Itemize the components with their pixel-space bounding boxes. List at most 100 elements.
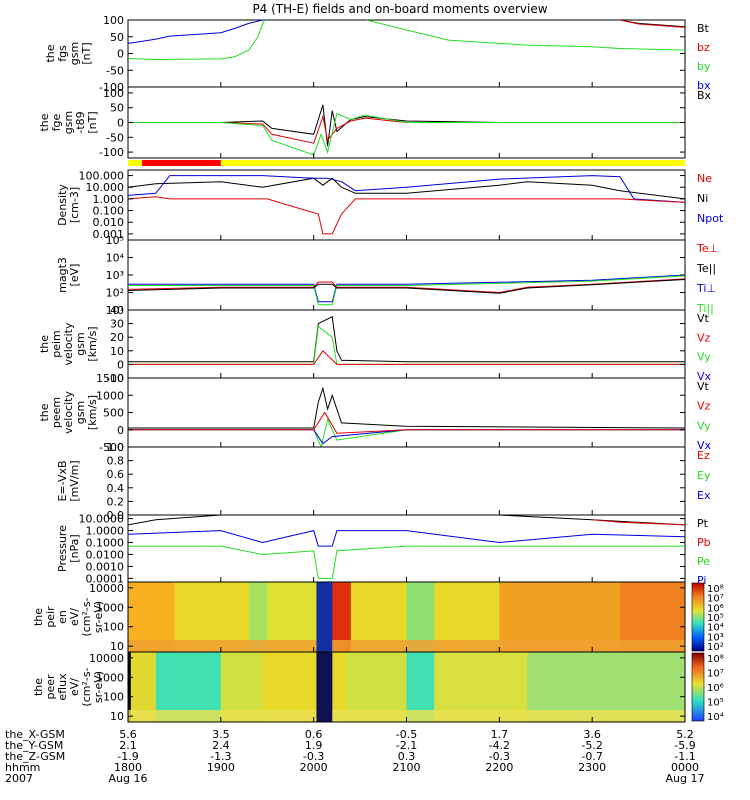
axis-value: -0.3 — [489, 750, 510, 763]
y-tick-label: -100 — [99, 81, 124, 94]
y-axis-label: velocity — [62, 322, 75, 365]
y-tick-label: 0 — [117, 358, 124, 371]
heat-band — [332, 652, 347, 722]
legend-pb: Pb — [697, 536, 711, 549]
y-axis-label: the — [44, 44, 57, 62]
legend-te: Te|| — [696, 262, 716, 275]
series-Te_par — [128, 279, 685, 294]
y-tick-label: 100 — [103, 14, 124, 27]
series-by_late — [366, 20, 685, 51]
y-tick-label: 10 — [110, 710, 124, 723]
y-tick-label: 1000 — [96, 601, 124, 614]
axis-value: 2100 — [393, 761, 421, 774]
y-tick-label: 100 — [103, 87, 124, 100]
series-Ti — [128, 274, 685, 303]
axis-value: -1.3 — [210, 750, 231, 763]
heatmap-peir — [128, 582, 685, 652]
axis-value: 3.5 — [212, 728, 230, 741]
colorbar-tick-label: 10⁸ — [707, 654, 724, 665]
y-tick-label: 1.0 — [107, 441, 125, 454]
axis-value: 1.7 — [491, 728, 509, 741]
series-group — [128, 175, 685, 235]
y-axis-label: E=-VxB — [56, 460, 69, 501]
mode-bar-red — [141, 160, 221, 166]
y-tick-label: 1.0000 — [86, 525, 125, 538]
series-Te — [128, 278, 685, 294]
y-axis-label: the — [38, 403, 51, 421]
legend-bx: Bx — [697, 89, 712, 102]
legend-pt: Pt — [697, 517, 709, 530]
y-axis-label: peim — [50, 330, 63, 358]
colorbar-tick-label: 10³ — [707, 632, 724, 643]
y-tick-label: 500 — [103, 407, 124, 420]
y-tick-label: 1.000 — [93, 193, 125, 206]
panel-frame — [127, 239, 686, 311]
y-tick-label: 0.6 — [107, 468, 125, 481]
y-tick-label: 30 — [110, 318, 124, 331]
legend-vt: Vt — [697, 380, 710, 393]
y-axis-label: (cm²-s- — [80, 667, 93, 706]
y-axis-label: [cm-3] — [68, 187, 81, 223]
axis-row-label: the_Z-GSM — [5, 750, 65, 763]
panel-frame — [127, 19, 686, 88]
y-tick-label: 100.000 — [79, 170, 125, 183]
y-tick-label: 10000 — [89, 652, 124, 665]
legend-vt: Vt — [697, 312, 710, 325]
heat-gap — [316, 582, 333, 652]
series-bx — [128, 20, 266, 44]
y-tick-label: 0.010 — [93, 216, 125, 229]
panel-density: Ne Ni Npot 100.00010.0001.0000.1000.0100.00… — [56, 169, 724, 241]
y-axis-label: eV/ — [68, 608, 81, 626]
y-tick-label: 0 — [117, 48, 124, 61]
y-axis-label: [nPa] — [68, 534, 81, 562]
axis-value: -4.2 — [489, 739, 510, 752]
colorbar-tick-label: 10⁸ — [707, 584, 724, 595]
y-tick-label: 100 — [103, 621, 124, 634]
series-bz_late — [619, 20, 685, 28]
y-tick-label: -100 — [99, 146, 124, 159]
y-axis-label: sr-eV) — [92, 601, 105, 633]
y-axis-label: fge — [50, 113, 63, 131]
axis-row-label: hhmm — [5, 761, 40, 774]
y-tick-label: 10⁴ — [106, 252, 125, 265]
y-tick-label: -500 — [99, 441, 124, 454]
axis-value: 0.6 — [305, 728, 323, 741]
y-axis-label: peer — [44, 674, 57, 700]
panel-frame — [127, 377, 686, 448]
legend-vz: Vz — [697, 331, 711, 344]
axis-row-label: 2007 — [5, 772, 33, 785]
axis-value: -5.2 — [581, 739, 602, 752]
y-axis-label: eflux — [56, 673, 69, 701]
series-Pi — [128, 530, 685, 547]
y-tick-label: 40 — [110, 304, 124, 317]
y-tick-label: 10 — [110, 640, 124, 653]
legend-ti: Ti⊥ — [696, 282, 716, 295]
y-axis-label: en — [56, 610, 69, 624]
y-tick-label: 10.0000 — [79, 513, 125, 526]
y-tick-label: 100 — [103, 691, 124, 704]
y-tick-label: 0.0010 — [86, 560, 125, 573]
axis-value: 2.4 — [212, 739, 230, 752]
series-Vz — [128, 411, 685, 434]
panel-frame — [127, 309, 686, 379]
y-tick-label: 1500 — [96, 372, 124, 385]
y-axis-label: the — [32, 678, 45, 696]
y-tick-label: 0.1000 — [86, 537, 125, 550]
heat-low-band — [128, 640, 685, 652]
y-tick-label: 0.4 — [107, 482, 125, 495]
panel-fge: Bx 100 50 0-50 -100 the fge gsm -t89 [nT] — [38, 86, 712, 159]
legend-vy: Vy — [697, 419, 711, 432]
series-group — [128, 386, 685, 447]
series-Pb — [592, 519, 685, 526]
axis-value: 2200 — [485, 761, 513, 774]
heat-gap — [316, 652, 333, 722]
panel-fgs: Bt bz by bx 100 50 0 -50 -100 the fgs gsm [nT] — [44, 14, 711, 94]
colorbar-tick-label: 10⁴ — [707, 712, 724, 723]
y-tick-label: 10000 — [89, 582, 124, 595]
legend-bz: bz — [697, 41, 710, 54]
y-tick-label: 0.0 — [107, 509, 125, 522]
y-axis-label: velocity — [62, 391, 75, 434]
y-axis-label: fgs — [56, 45, 69, 62]
legend-ez: Ez — [697, 449, 710, 462]
y-axis-label: sr-eV) — [92, 671, 105, 703]
